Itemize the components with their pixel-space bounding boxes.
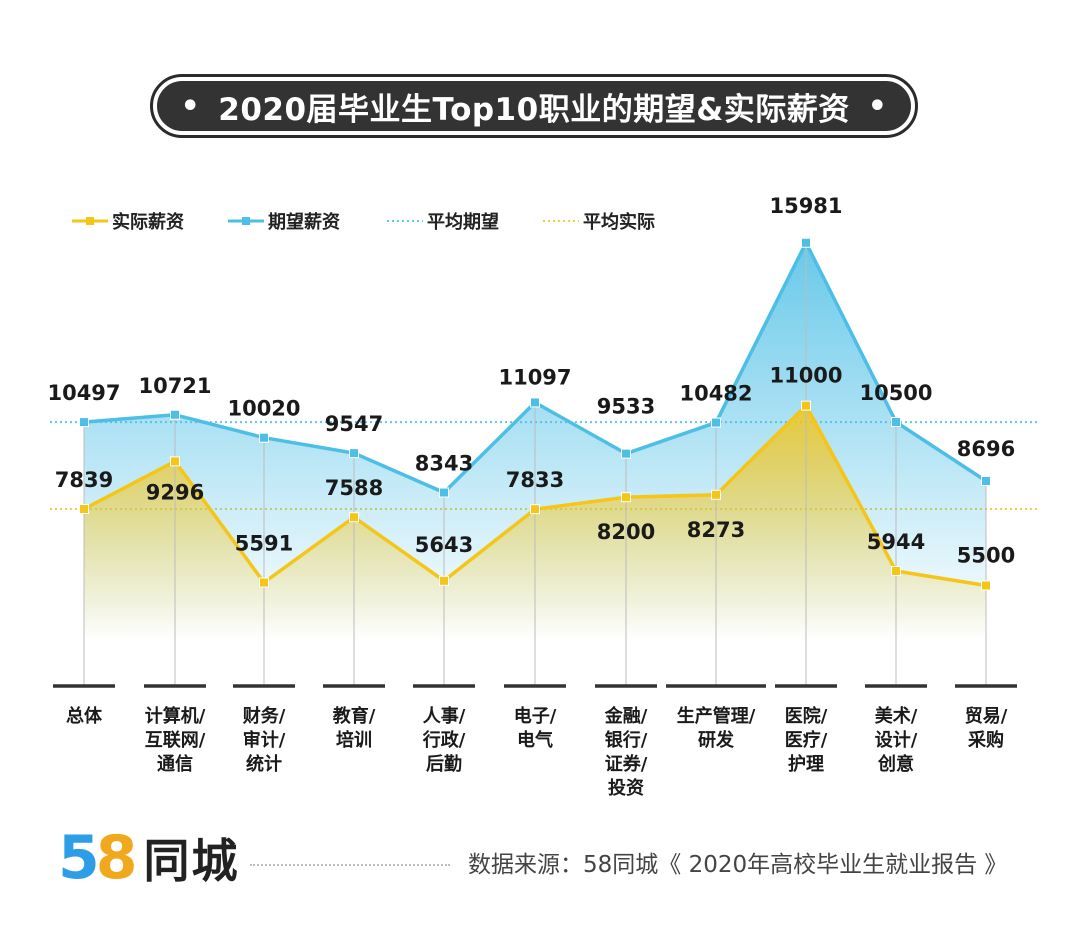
title-dot-right: • xyxy=(867,88,888,124)
expected-label-6: 9533 xyxy=(597,395,655,419)
expected-label-4: 8343 xyxy=(415,452,473,476)
expected-label-7: 10482 xyxy=(679,382,752,406)
expected-point-0 xyxy=(79,417,89,428)
legend-label-3: 平均实际 xyxy=(583,211,655,233)
legend-marker-0 xyxy=(86,217,94,225)
expected-label-1: 10721 xyxy=(138,374,211,398)
actual-label-0: 7839 xyxy=(55,468,113,492)
expected-point-4 xyxy=(439,487,449,498)
category-label-1-1: 互联网/ xyxy=(145,730,206,751)
expected-label-10: 8696 xyxy=(957,437,1015,461)
legend-label-1: 期望薪资 xyxy=(268,211,340,233)
actual-point-8 xyxy=(801,400,811,411)
actual-point-9 xyxy=(891,565,901,576)
actual-label-6: 8200 xyxy=(597,520,655,544)
expected-point-6 xyxy=(621,448,631,459)
category-label-9-1: 设计/ xyxy=(875,729,918,751)
actual-label-2: 5591 xyxy=(235,532,293,556)
category-label-7-1: 研发 xyxy=(698,729,735,751)
category-label-3-1: 培训 xyxy=(336,729,372,751)
legend-label-0: 实际薪资 xyxy=(112,211,184,233)
actual-label-5: 7833 xyxy=(506,468,564,492)
legend-label-2: 平均期望 xyxy=(427,211,499,233)
chart-title: 2020届毕业生Top10职业的期望&实际薪资 xyxy=(218,91,850,128)
actual-point-10 xyxy=(981,580,991,591)
expected-point-10 xyxy=(981,475,991,486)
expected-label-9: 10500 xyxy=(859,381,932,405)
expected-point-1 xyxy=(170,409,180,420)
logo-digit-5: 5 xyxy=(58,823,100,893)
brand-logo: 5 8 同城 xyxy=(58,826,240,890)
category-label-5-0: 电子/ xyxy=(514,705,557,727)
expected-point-7 xyxy=(711,417,721,428)
expected-point-8 xyxy=(801,237,811,248)
actual-label-1: 9296 xyxy=(146,480,204,504)
category-label-6-3: 投资 xyxy=(608,777,644,799)
expected-label-5: 11097 xyxy=(498,365,571,389)
expected-point-3 xyxy=(349,448,359,459)
expected-label-0: 10497 xyxy=(47,381,120,405)
actual-label-10: 5500 xyxy=(957,543,1015,567)
actual-label-9: 5944 xyxy=(867,530,925,554)
expected-label-3: 9547 xyxy=(325,412,383,436)
category-label-2-1: 审计/ xyxy=(243,729,286,751)
category-label-1-0: 计算机/ xyxy=(145,705,206,727)
category-label-7-0: 生产管理/ xyxy=(677,705,756,727)
category-label-6-2: 证券/ xyxy=(605,753,648,775)
actual-point-4 xyxy=(439,575,449,586)
actual-label-3: 7588 xyxy=(325,476,383,500)
category-label-6-0: 金融/ xyxy=(604,705,648,727)
category-label-10-1: 采购 xyxy=(967,729,1004,751)
category-label-4-0: 人事/ xyxy=(423,705,466,727)
actual-label-4: 5643 xyxy=(415,533,473,557)
legend-marker-1 xyxy=(242,217,250,225)
title-dot-left: • xyxy=(180,88,201,124)
category-label-8-0: 医院/ xyxy=(785,705,828,727)
actual-point-7 xyxy=(711,489,721,500)
category-label-9-2: 创意 xyxy=(877,753,914,775)
actual-label-8: 11000 xyxy=(769,364,842,388)
category-label-1-2: 通信 xyxy=(157,753,193,775)
actual-point-2 xyxy=(259,577,269,588)
expected-point-9 xyxy=(891,416,901,427)
category-label-4-2: 后勤 xyxy=(426,753,462,775)
actual-label-7: 8273 xyxy=(687,518,745,542)
category-label-0-0: 总体 xyxy=(66,705,103,727)
chart-title-inner: • 2020届毕业生Top10职业的期望&实际薪资 • xyxy=(157,81,911,131)
actual-point-6 xyxy=(621,492,631,503)
category-label-5-1: 电气 xyxy=(517,729,553,751)
category-label-9-0: 美术/ xyxy=(875,705,918,727)
expected-label-2: 10020 xyxy=(227,397,300,421)
actual-point-3 xyxy=(349,512,359,523)
footer-divider xyxy=(250,864,450,866)
logo-text: 同城 xyxy=(143,834,240,888)
category-label-4-1: 行政/ xyxy=(422,729,466,751)
actual-point-5 xyxy=(530,504,540,515)
chart-title-banner: • 2020届毕业生Top10职业的期望&实际薪资 • xyxy=(150,74,918,138)
category-label-2-2: 统计 xyxy=(246,753,282,775)
category-label-8-2: 护理 xyxy=(788,753,824,775)
category-label-10-0: 贸易/ xyxy=(965,705,1008,727)
actual-point-1 xyxy=(170,456,180,467)
category-label-3-0: 教育/ xyxy=(333,705,376,727)
category-label-6-1: 银行/ xyxy=(605,729,648,751)
logo-digit-8: 8 xyxy=(95,823,138,893)
actual-point-0 xyxy=(79,504,89,514)
expected-point-5 xyxy=(530,397,540,408)
data-source-note: 数据来源：58同城《 2020年高校毕业生就业报告 》 xyxy=(468,852,1008,878)
expected-label-8: 15981 xyxy=(769,194,842,218)
expected-point-2 xyxy=(259,432,269,443)
category-label-8-1: 医疗/ xyxy=(785,729,828,751)
category-label-2-0: 财务/ xyxy=(243,705,286,727)
